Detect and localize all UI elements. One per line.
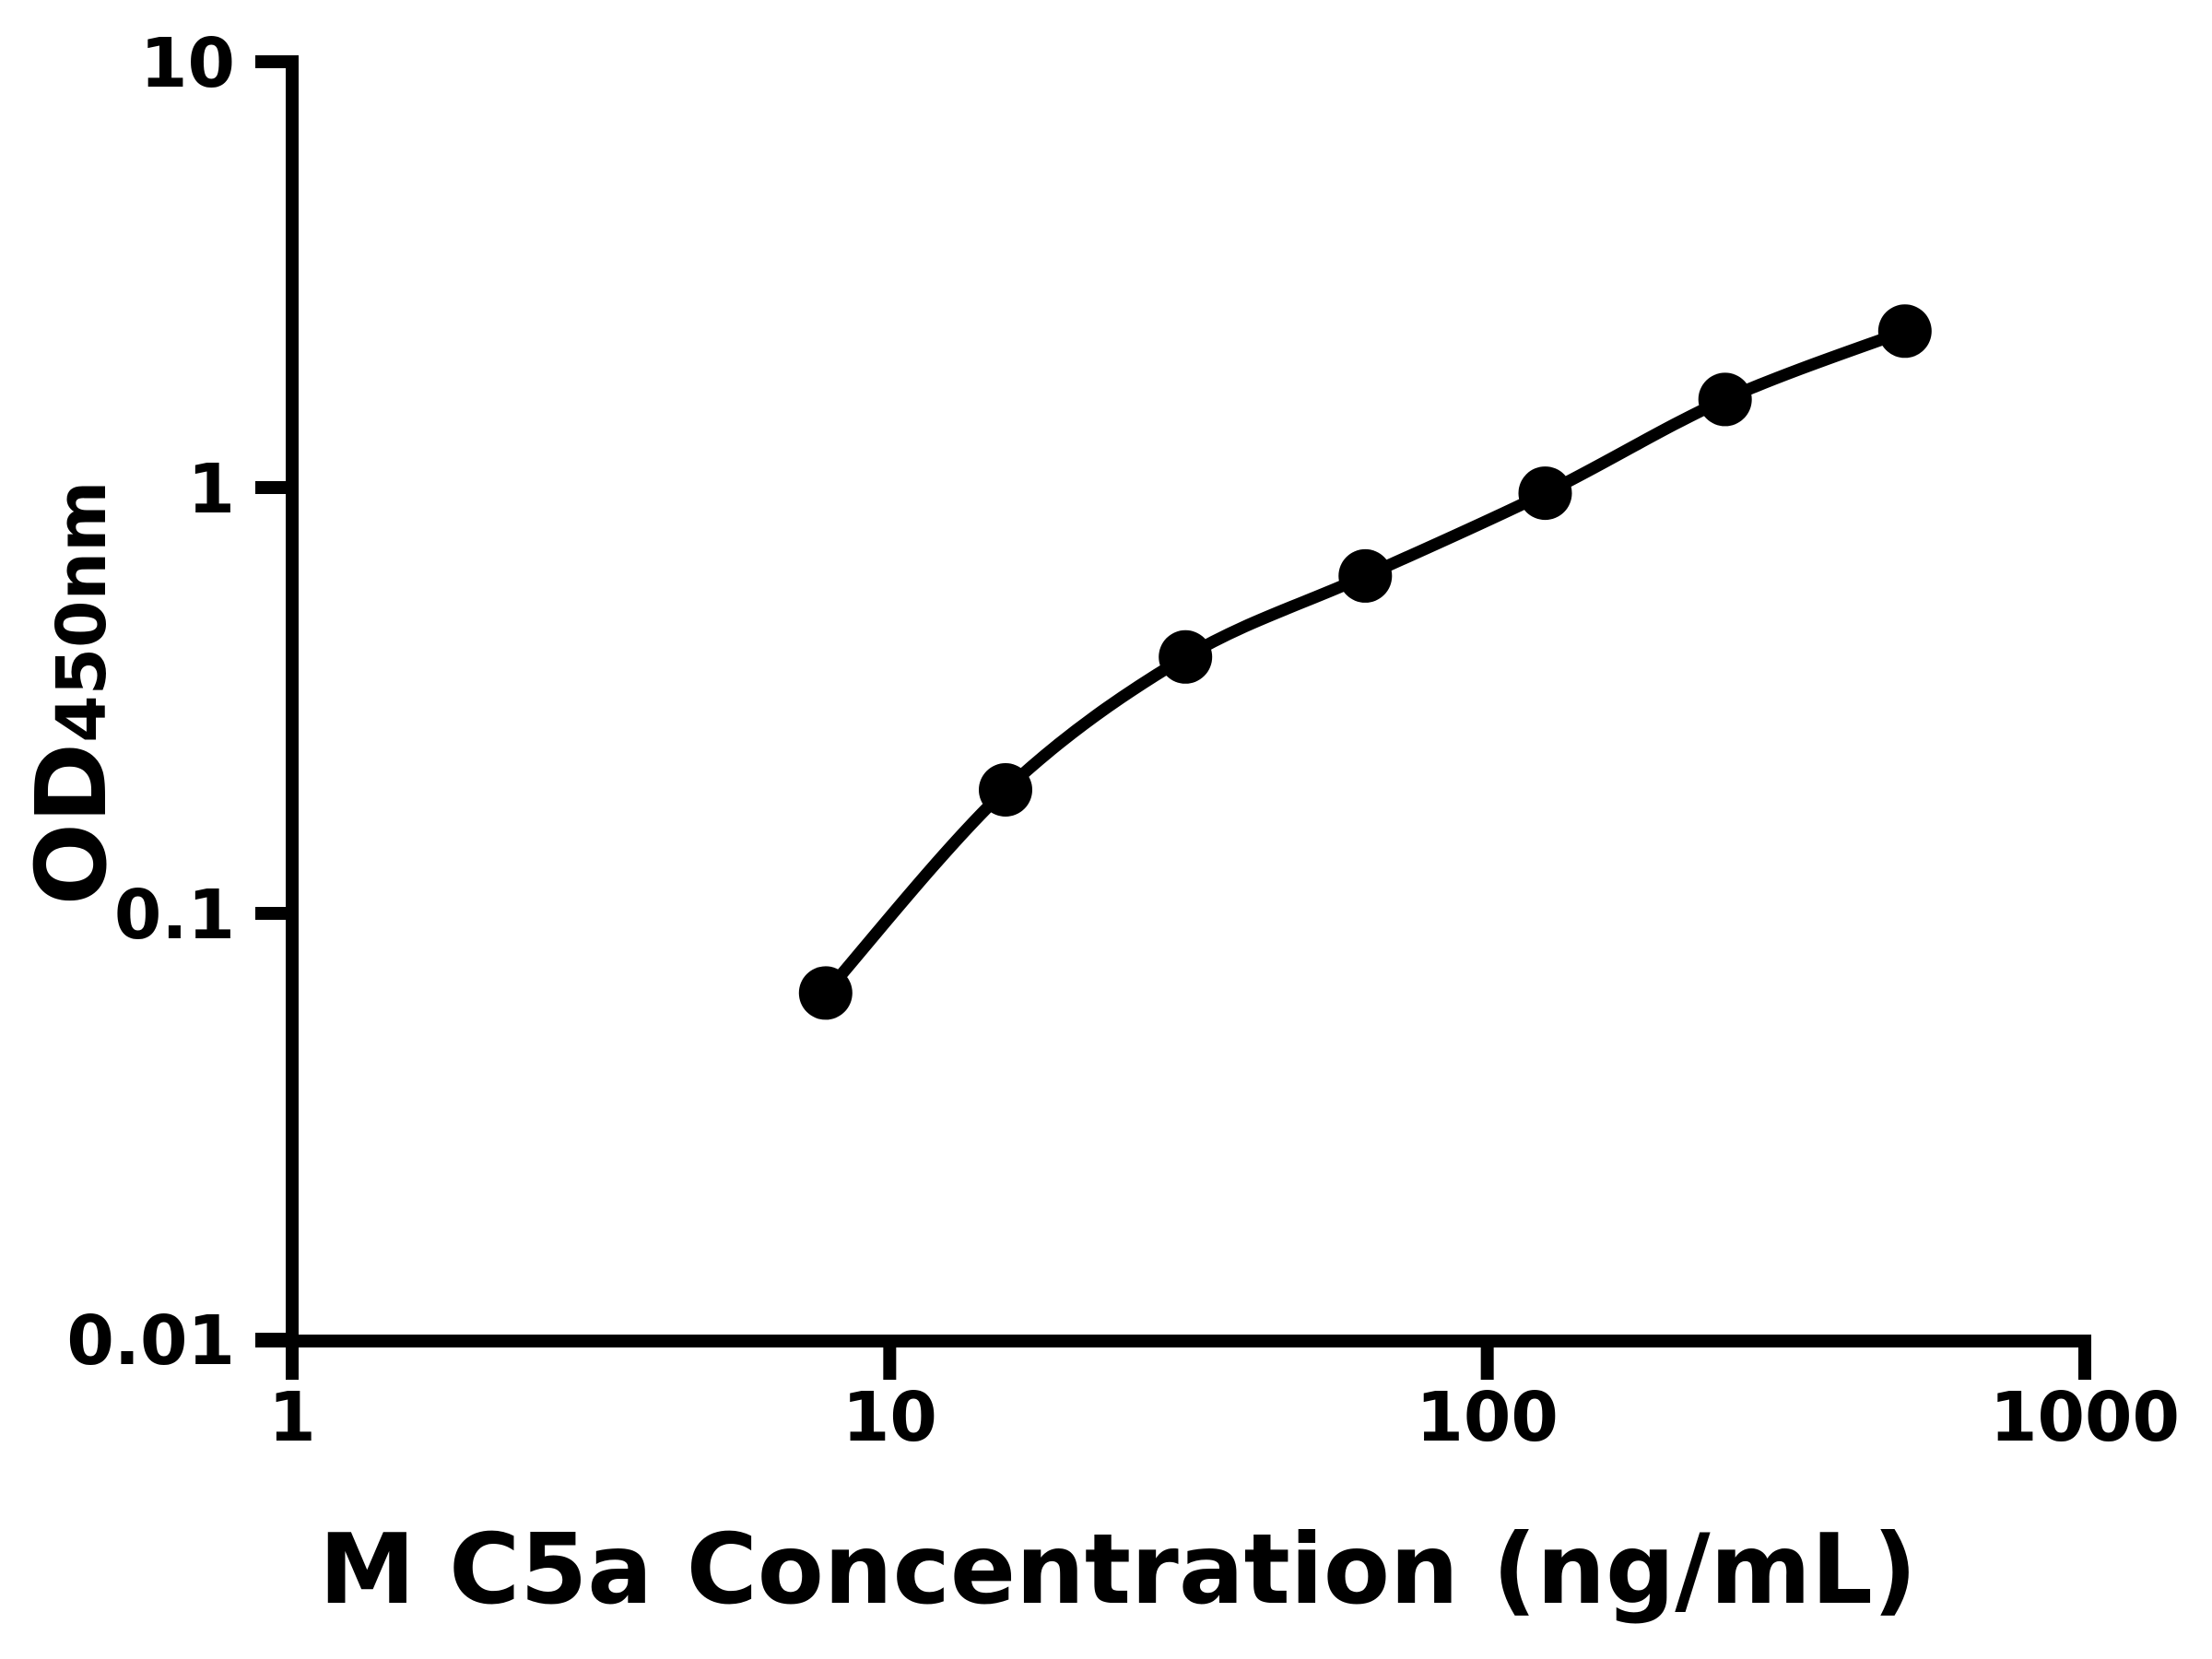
y-axis-line	[286, 55, 299, 1380]
y-axis-title-main: OD	[16, 742, 128, 906]
x-axis-line	[255, 1335, 2091, 1347]
y-tick-0.01	[255, 1333, 292, 1346]
x-tick-label-1000: 1000	[1990, 1378, 2180, 1457]
x-tick-1000	[2077, 1335, 2091, 1380]
y-tick-label-10: 10	[140, 24, 235, 103]
y-tick-label-0.01: 0.01	[66, 1301, 235, 1381]
data-point-3	[1338, 548, 1393, 603]
data-point-1	[979, 763, 1032, 817]
y-tick-1	[255, 481, 292, 494]
x-tick-label-1: 1	[268, 1378, 316, 1457]
data-point-2	[1159, 629, 1213, 684]
data-point-5	[1698, 372, 1752, 427]
x-tick-label-100: 100	[1416, 1378, 1558, 1457]
data-point-4	[1518, 466, 1572, 521]
y-axis-title: OD450nm	[16, 481, 128, 906]
x-tick-1	[286, 1335, 299, 1380]
x-axis-title: M C5a Concentration (ng/mL)	[319, 1513, 1917, 1626]
data-point-6	[1877, 304, 1932, 359]
fitted-curve	[820, 325, 1908, 997]
y-axis-title-sub: 450nm	[42, 480, 122, 743]
y-tick-0.1	[255, 907, 292, 920]
x-tick-label-10: 10	[842, 1378, 937, 1457]
y-tick-label-1: 1	[188, 450, 236, 529]
y-tick-label-0.1: 0.1	[114, 876, 235, 955]
x-tick-10	[883, 1335, 897, 1380]
y-tick-10	[255, 55, 292, 68]
data-point-0	[798, 966, 853, 1020]
x-tick-100	[1480, 1335, 1494, 1380]
